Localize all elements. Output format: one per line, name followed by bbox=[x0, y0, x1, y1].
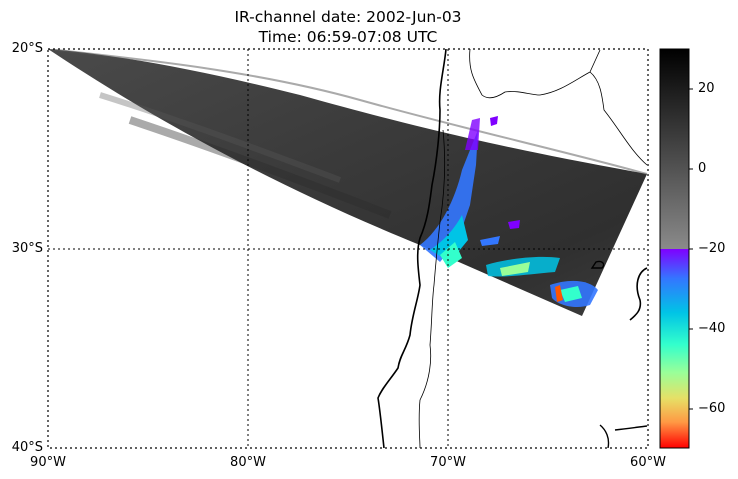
border-paraguay bbox=[589, 71, 648, 166]
coastlines bbox=[377, 49, 648, 448]
map-frame bbox=[47, 48, 649, 449]
map-title-line-2: Time: 06:59-07:08 UTC bbox=[258, 28, 438, 46]
border-bolivia bbox=[469, 49, 601, 99]
colorbar-color-segment bbox=[660, 249, 689, 448]
lon-label-70w: 70°W bbox=[430, 455, 466, 470]
gridlines bbox=[48, 49, 648, 448]
lat-label-40s: 40°S bbox=[11, 440, 43, 455]
lat-label-30s: 30°S bbox=[11, 241, 43, 256]
colorbar-tick-minus20: −20 bbox=[698, 241, 726, 256]
coastline-rio-de-la-plata bbox=[629, 267, 648, 321]
map-title-line-1: IR-channel date: 2002-Jun-03 bbox=[234, 8, 462, 26]
lon-label-60w: 60°W bbox=[630, 455, 666, 470]
colorbar-tick-minus60: −60 bbox=[698, 401, 726, 416]
colorbar-tick-20: 20 bbox=[698, 81, 715, 96]
cold-cloud-tops bbox=[420, 116, 598, 308]
border-argentina-chile bbox=[418, 129, 446, 448]
coastline-south-atlantic bbox=[599, 424, 648, 448]
coastline-mar-chiquita bbox=[590, 260, 605, 269]
lon-label-80w: 80°W bbox=[230, 455, 266, 470]
swath-area bbox=[48, 49, 647, 316]
colorbar-gray-segment bbox=[660, 49, 689, 249]
colorbar bbox=[659, 48, 693, 449]
coastline-chile bbox=[377, 49, 447, 448]
lon-label-90w: 90°W bbox=[30, 455, 66, 470]
ir-swath bbox=[48, 49, 648, 316]
colorbar-tick-minus40: −40 bbox=[698, 321, 726, 336]
lat-label-20s: 20°S bbox=[11, 41, 43, 56]
colorbar-tick-0: 0 bbox=[698, 161, 707, 176]
